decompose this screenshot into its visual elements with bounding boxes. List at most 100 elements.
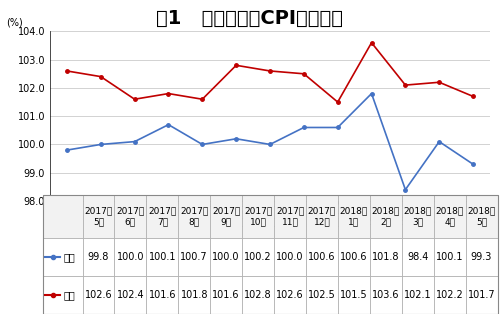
Text: 102.2: 102.2 bbox=[436, 290, 464, 300]
Text: 2018年
2月: 2018年 2月 bbox=[372, 207, 400, 226]
Text: 100.6: 100.6 bbox=[308, 252, 336, 262]
FancyBboxPatch shape bbox=[242, 195, 274, 238]
FancyBboxPatch shape bbox=[434, 195, 466, 238]
FancyBboxPatch shape bbox=[210, 238, 242, 276]
Text: 2017年
5月: 2017年 5月 bbox=[84, 207, 112, 226]
环比 bbox=[200, 143, 205, 146]
同比 bbox=[200, 97, 205, 101]
Line: 同比: 同比 bbox=[65, 41, 475, 104]
Text: 2018年
3月: 2018年 3月 bbox=[404, 207, 432, 226]
FancyBboxPatch shape bbox=[42, 238, 82, 276]
同比 bbox=[132, 97, 138, 101]
Text: 100.6: 100.6 bbox=[340, 252, 367, 262]
FancyBboxPatch shape bbox=[242, 276, 274, 314]
Text: 101.7: 101.7 bbox=[468, 290, 495, 300]
FancyBboxPatch shape bbox=[370, 195, 402, 238]
同比 bbox=[233, 63, 239, 67]
FancyBboxPatch shape bbox=[42, 276, 82, 314]
FancyBboxPatch shape bbox=[338, 195, 370, 238]
FancyBboxPatch shape bbox=[146, 238, 178, 276]
环比 bbox=[368, 92, 374, 95]
FancyBboxPatch shape bbox=[178, 238, 210, 276]
FancyBboxPatch shape bbox=[274, 276, 306, 314]
同比 bbox=[402, 83, 408, 87]
Text: 103.6: 103.6 bbox=[372, 290, 400, 300]
Text: 2018年
5月: 2018年 5月 bbox=[468, 207, 495, 226]
同比 bbox=[368, 41, 374, 45]
Text: 102.5: 102.5 bbox=[308, 290, 336, 300]
同比 bbox=[436, 80, 442, 84]
Text: 100.0: 100.0 bbox=[276, 252, 304, 262]
Text: 100.7: 100.7 bbox=[180, 252, 208, 262]
FancyBboxPatch shape bbox=[42, 195, 82, 238]
Text: 102.8: 102.8 bbox=[244, 290, 272, 300]
FancyBboxPatch shape bbox=[466, 238, 498, 276]
环比 bbox=[402, 188, 408, 192]
FancyBboxPatch shape bbox=[242, 238, 274, 276]
Text: 2018年
1月: 2018年 1月 bbox=[340, 207, 368, 226]
同比 bbox=[301, 72, 307, 76]
Text: 同比: 同比 bbox=[64, 290, 75, 300]
FancyBboxPatch shape bbox=[434, 238, 466, 276]
FancyBboxPatch shape bbox=[82, 195, 114, 238]
Text: 2017年
9月: 2017年 9月 bbox=[212, 207, 240, 226]
同比 bbox=[64, 69, 70, 73]
FancyBboxPatch shape bbox=[338, 238, 370, 276]
FancyBboxPatch shape bbox=[306, 195, 338, 238]
FancyBboxPatch shape bbox=[402, 195, 434, 238]
Text: 99.3: 99.3 bbox=[471, 252, 492, 262]
FancyBboxPatch shape bbox=[210, 276, 242, 314]
FancyBboxPatch shape bbox=[306, 276, 338, 314]
Line: 环比: 环比 bbox=[65, 92, 475, 192]
环比 bbox=[233, 137, 239, 141]
FancyBboxPatch shape bbox=[114, 195, 146, 238]
Text: 2017年
11月: 2017年 11月 bbox=[276, 207, 304, 226]
FancyBboxPatch shape bbox=[82, 238, 114, 276]
Text: 102.1: 102.1 bbox=[404, 290, 431, 300]
FancyBboxPatch shape bbox=[178, 276, 210, 314]
Text: 2017年
12月: 2017年 12月 bbox=[308, 207, 336, 226]
FancyBboxPatch shape bbox=[402, 276, 434, 314]
同比 bbox=[334, 100, 340, 104]
Text: 101.6: 101.6 bbox=[212, 290, 240, 300]
FancyBboxPatch shape bbox=[434, 276, 466, 314]
FancyBboxPatch shape bbox=[114, 276, 146, 314]
环比 bbox=[64, 148, 70, 152]
FancyBboxPatch shape bbox=[146, 195, 178, 238]
Text: 图1   青岛市月度CPI走势情况: 图1 青岛市月度CPI走势情况 bbox=[156, 9, 344, 29]
FancyBboxPatch shape bbox=[178, 195, 210, 238]
FancyBboxPatch shape bbox=[466, 195, 498, 238]
FancyBboxPatch shape bbox=[114, 238, 146, 276]
Text: 99.8: 99.8 bbox=[88, 252, 109, 262]
FancyBboxPatch shape bbox=[274, 195, 306, 238]
FancyBboxPatch shape bbox=[210, 195, 242, 238]
Text: 102.4: 102.4 bbox=[116, 290, 144, 300]
环比 bbox=[436, 140, 442, 143]
同比 bbox=[166, 92, 172, 95]
Text: 102.6: 102.6 bbox=[84, 290, 112, 300]
Text: 2017年
8月: 2017年 8月 bbox=[180, 207, 208, 226]
Text: 100.1: 100.1 bbox=[436, 252, 464, 262]
环比 bbox=[470, 162, 476, 166]
Text: 101.8: 101.8 bbox=[180, 290, 208, 300]
FancyBboxPatch shape bbox=[82, 276, 114, 314]
Text: 101.5: 101.5 bbox=[340, 290, 367, 300]
同比 bbox=[98, 75, 104, 78]
Text: 100.1: 100.1 bbox=[148, 252, 176, 262]
FancyBboxPatch shape bbox=[370, 276, 402, 314]
环比 bbox=[301, 126, 307, 129]
Text: 98.4: 98.4 bbox=[407, 252, 428, 262]
Text: 100.0: 100.0 bbox=[212, 252, 240, 262]
Text: 2017年
6月: 2017年 6月 bbox=[116, 207, 144, 226]
FancyBboxPatch shape bbox=[146, 276, 178, 314]
环比 bbox=[166, 123, 172, 127]
Text: 102.6: 102.6 bbox=[276, 290, 304, 300]
FancyBboxPatch shape bbox=[370, 238, 402, 276]
Text: 环比: 环比 bbox=[64, 252, 75, 262]
Text: 101.8: 101.8 bbox=[372, 252, 400, 262]
环比 bbox=[267, 143, 273, 146]
FancyBboxPatch shape bbox=[402, 238, 434, 276]
Text: 100.0: 100.0 bbox=[116, 252, 144, 262]
FancyBboxPatch shape bbox=[338, 276, 370, 314]
环比 bbox=[98, 143, 104, 146]
